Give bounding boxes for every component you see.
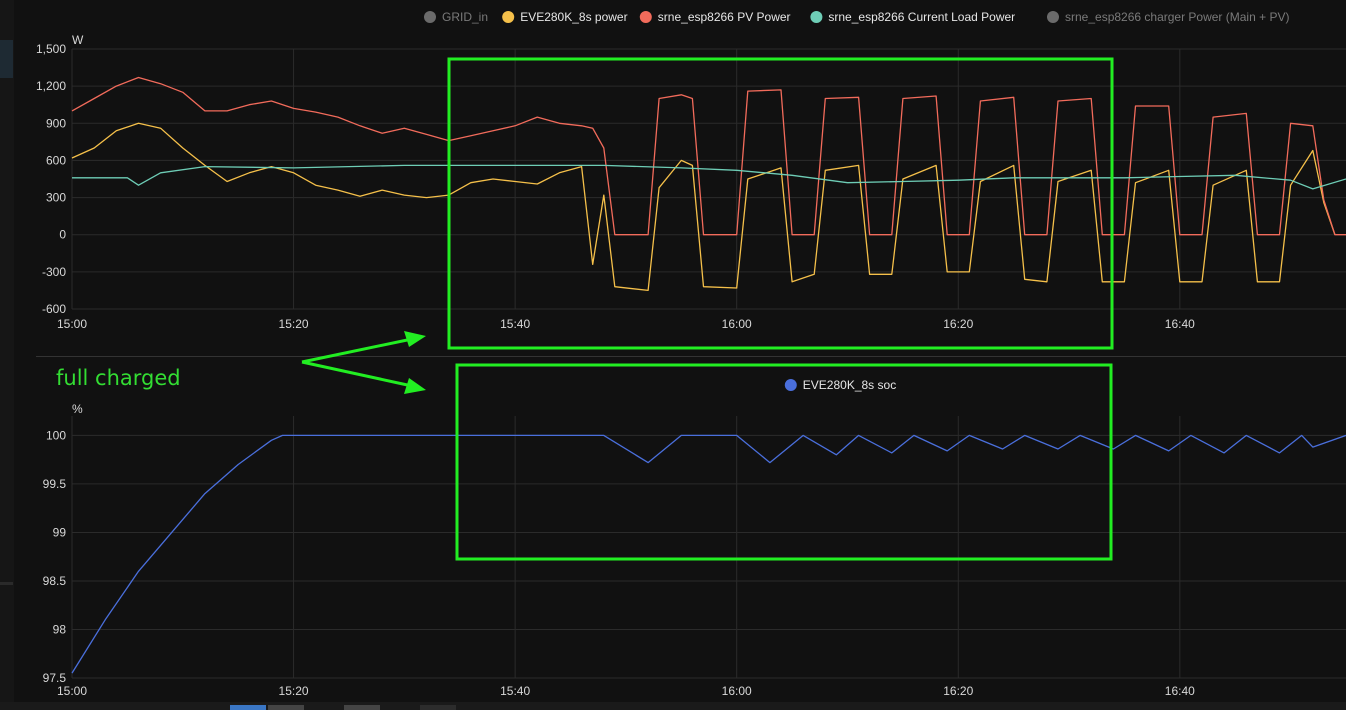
scroll-segment[interactable] — [420, 705, 456, 710]
y-tick-label: -600 — [42, 302, 66, 316]
y-tick-label: 97.5 — [43, 671, 67, 685]
x-tick-label: 15:00 — [57, 684, 87, 698]
y-tick-label: 300 — [46, 191, 66, 205]
y-tick-label: 900 — [46, 116, 66, 130]
legend-item[interactable]: EVE280K_8s power — [502, 10, 628, 24]
legend: EVE280K_8s soc — [784, 378, 896, 392]
legend-swatch — [1047, 11, 1059, 23]
legend-label: EVE280K_8s soc — [803, 378, 896, 392]
legend-swatch — [424, 11, 436, 23]
legend-label: GRID_in — [442, 10, 488, 24]
unit-label: % — [72, 402, 83, 416]
legend-item[interactable]: srne_esp8266 Current Load Power — [810, 10, 1015, 24]
legend-item[interactable]: GRID_in — [424, 10, 488, 24]
scroll-segment-active[interactable] — [230, 705, 266, 710]
unit-label: W — [72, 33, 84, 47]
x-tick-label: 16:20 — [943, 684, 973, 698]
y-tick-label: -300 — [42, 265, 66, 279]
arrow-head-lower — [404, 378, 426, 394]
annotation-text: full charged — [56, 366, 181, 390]
arrow-shaft-lower — [301, 360, 413, 388]
y-tick-label: 1,500 — [36, 42, 66, 56]
chart-divider — [36, 356, 1346, 357]
side-panel-divider — [0, 582, 13, 585]
legend-label: srne_esp8266 PV Power — [658, 10, 791, 24]
legend-item[interactable]: srne_esp8266 charger Power (Main + PV) — [1047, 10, 1289, 24]
legend-swatch — [784, 379, 797, 391]
legend-label: srne_esp8266 charger Power (Main + PV) — [1065, 10, 1289, 24]
x-tick-label: 15:20 — [279, 684, 309, 698]
highlight-box-power — [447, 57, 1114, 350]
x-tick-label: 16:40 — [1165, 684, 1195, 698]
arrow-head-upper — [404, 331, 426, 347]
y-tick-label: 98 — [53, 622, 67, 636]
legend-swatch — [639, 11, 652, 23]
side-panel-tab[interactable] — [0, 40, 13, 78]
series-line-srne-esp8266-pv-power — [71, 76, 1346, 236]
y-tick-label: 1,200 — [36, 79, 66, 93]
arrow-shaft-upper — [301, 337, 413, 364]
series-line-srne-esp8266-current-load-power — [72, 164, 1346, 190]
scroll-segment[interactable] — [268, 705, 304, 710]
y-tick-label: 99 — [53, 525, 67, 539]
legend-label: srne_esp8266 Current Load Power — [828, 10, 1015, 24]
y-tick-label: 100 — [46, 428, 66, 442]
legend-label: EVE280K_8s power — [520, 10, 627, 24]
series-line-eve280k-8s-soc — [71, 434, 1346, 674]
x-tick-label: 16:40 — [1165, 317, 1195, 331]
legend: GRID_in EVE280K_8s power srne_esp8266 PV P… — [424, 10, 1289, 24]
x-tick-label: 16:20 — [943, 317, 973, 331]
y-tick-label: 98.5 — [43, 574, 67, 588]
series-line-eve280k-8s-power — [71, 122, 1336, 292]
legend-swatch — [810, 11, 823, 23]
chart-2: 97.5 98 98.5 99 99.5 100 15:00 15:20 15:40 16:00 1… — [43, 378, 1346, 698]
legend-item[interactable]: srne_esp8266 PV Power — [639, 10, 791, 24]
highlight-box-soc — [455, 363, 1113, 561]
x-tick-label: 16:00 — [722, 684, 752, 698]
annotation-arrows — [301, 331, 426, 394]
x-tick-label: 16:00 — [722, 317, 752, 331]
legend-item[interactable]: EVE280K_8s soc — [784, 378, 896, 392]
legend-swatch — [502, 11, 515, 23]
x-tick-label: 15:20 — [279, 317, 309, 331]
chart-1: -600 -300 0 300 600 900 1,200 1,500 15:00 15:20 15… — [36, 10, 1346, 331]
scroll-segment[interactable] — [344, 705, 380, 710]
bottom-scrollbar[interactable] — [0, 702, 1346, 710]
x-tick-label: 15:40 — [500, 684, 530, 698]
x-tick-label: 15:00 — [57, 317, 87, 331]
x-tick-label: 15:40 — [500, 317, 530, 331]
y-tick-label: 0 — [59, 228, 66, 242]
y-tick-label: 99.5 — [43, 477, 67, 491]
side-panel-strip — [0, 0, 14, 710]
y-tick-label: 600 — [46, 153, 66, 167]
